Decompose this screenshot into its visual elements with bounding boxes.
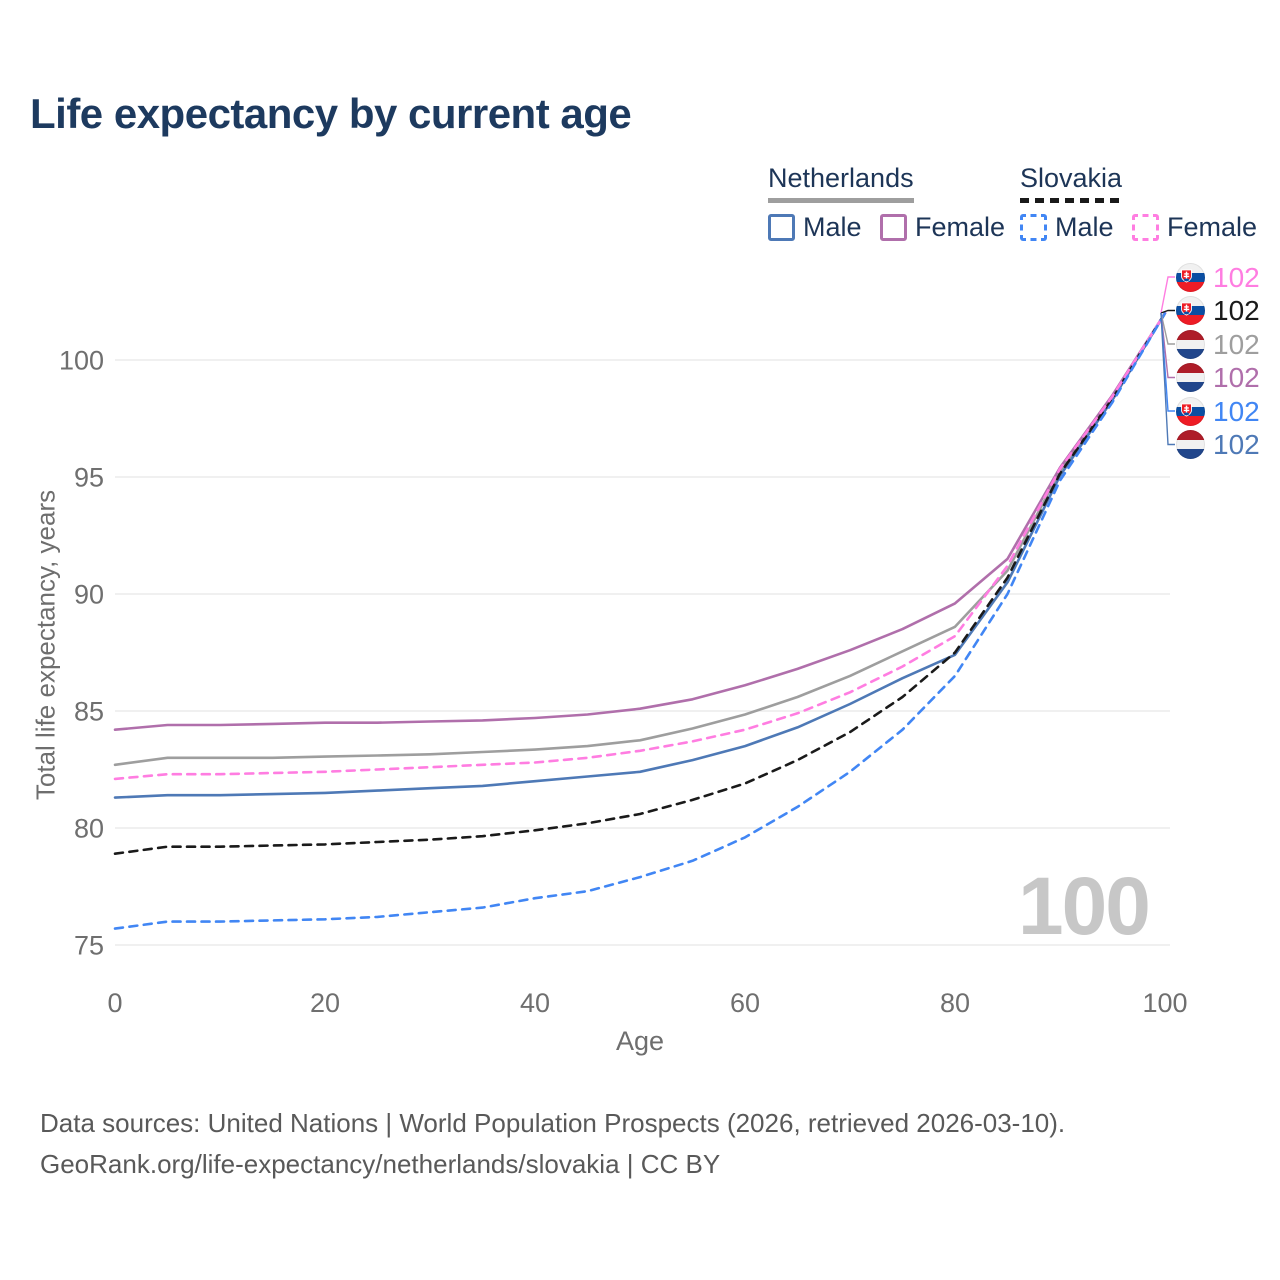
end-label-nl_both: 102 bbox=[1176, 328, 1260, 360]
netherlands-flag-icon bbox=[1176, 363, 1205, 392]
legend-item-label: Female bbox=[1166, 212, 1258, 242]
series-line-nl_male bbox=[113, 311, 1167, 799]
series-line-sk_female bbox=[113, 311, 1167, 781]
leader-line-sk_both bbox=[1160, 309, 1175, 314]
series-line-nl_female bbox=[113, 311, 1167, 732]
x-axis-title: Age bbox=[615, 1026, 665, 1056]
y-tick-label: 95 bbox=[74, 463, 104, 493]
y-tick-label: 85 bbox=[74, 697, 104, 727]
legend-group-label-netherlands: Netherlands bbox=[768, 163, 914, 193]
end-value-sk_male: 102 bbox=[1213, 395, 1260, 427]
end-value-nl_male: 102 bbox=[1213, 429, 1260, 460]
legend-items-netherlands: Male Female bbox=[768, 212, 1019, 246]
netherlands-female-swatch-icon bbox=[879, 214, 907, 241]
end-value-sk_both: 102 bbox=[1213, 295, 1260, 326]
slovakia-flag-icon bbox=[1176, 296, 1205, 325]
x-tick-label: 80 bbox=[940, 988, 970, 1018]
y-axis-title: Total life expectancy, years bbox=[30, 489, 61, 801]
leader-line-sk_female bbox=[1160, 276, 1175, 314]
legend-item-label: Male bbox=[1055, 212, 1114, 242]
leader-line-nl_male bbox=[1160, 312, 1175, 446]
slovakia-flag-icon bbox=[1176, 396, 1205, 426]
series-line-nl_both bbox=[113, 311, 1167, 767]
netherlands-line-sample bbox=[768, 198, 914, 203]
x-tick-label: 0 bbox=[107, 988, 122, 1018]
series-line-sk_both bbox=[113, 311, 1167, 856]
slovakia-female-swatch-icon bbox=[1131, 214, 1159, 241]
y-tick-label: 75 bbox=[74, 931, 104, 961]
end-value-nl_both: 102 bbox=[1213, 328, 1260, 360]
slovakia-coat-of-arms-icon bbox=[1181, 403, 1192, 417]
legend-item-label: Female bbox=[914, 212, 1006, 242]
age-watermark: 100 bbox=[1018, 861, 1151, 952]
end-label-sk_both: 102 bbox=[1176, 296, 1260, 325]
slovakia-male-swatch-icon bbox=[1020, 214, 1047, 241]
slovakia-coat-of-arms-icon bbox=[1181, 269, 1192, 283]
legend-item-label: Male bbox=[803, 212, 862, 242]
legend-group-netherlands: Netherlands Male Female bbox=[768, 163, 1019, 246]
x-tick-label: 40 bbox=[520, 988, 550, 1018]
end-value-nl_female: 102 bbox=[1213, 362, 1260, 393]
legend-group-head[interactable]: Netherlands bbox=[768, 163, 914, 203]
legend-item-slovakia-female[interactable]: Female bbox=[1131, 212, 1258, 243]
end-value-sk_female: 102 bbox=[1213, 261, 1260, 293]
x-tick-label: 20 bbox=[310, 988, 340, 1018]
leader-line-nl_both bbox=[1160, 312, 1175, 345]
footer-attribution: GeoRank.org/life-expectancy/netherlands/… bbox=[40, 1149, 721, 1179]
legend-items-slovakia: Male Female bbox=[1020, 212, 1271, 246]
page-title: Life expectancy by current age bbox=[30, 90, 632, 137]
leader-line-nl_female bbox=[1160, 312, 1175, 379]
legend-item-slovakia-male[interactable]: Male bbox=[1020, 212, 1114, 243]
legend-group-label-slovakia: Slovakia bbox=[1020, 163, 1123, 193]
y-tick-label: 90 bbox=[74, 580, 104, 610]
slovakia-coat-of-arms-icon bbox=[1181, 302, 1192, 316]
netherlands-flag-icon bbox=[1176, 329, 1205, 359]
footer-data-sources: Data sources: United Nations | World Pop… bbox=[40, 1108, 1066, 1138]
slovakia-flag-icon bbox=[1176, 262, 1205, 292]
netherlands-flag-icon bbox=[1176, 430, 1205, 459]
end-label-sk_male: 102 bbox=[1176, 395, 1260, 427]
legend-group-head[interactable]: Slovakia bbox=[1020, 163, 1123, 203]
series-line-sk_male bbox=[113, 311, 1167, 930]
legend-group-slovakia: Slovakia Male Female bbox=[1020, 163, 1271, 246]
end-label-nl_female: 102 bbox=[1176, 363, 1260, 392]
y-tick-label: 80 bbox=[74, 814, 104, 844]
x-tick-label: 100 bbox=[1142, 988, 1187, 1018]
legend-item-netherlands-female[interactable]: Female bbox=[879, 212, 1006, 243]
legend-item-netherlands-male[interactable]: Male bbox=[768, 212, 862, 243]
end-label-nl_male: 102 bbox=[1176, 430, 1260, 459]
netherlands-male-swatch-icon bbox=[768, 214, 795, 241]
end-label-sk_female: 102 bbox=[1176, 261, 1260, 293]
x-tick-label: 60 bbox=[730, 988, 760, 1018]
slovakia-line-sample bbox=[1020, 198, 1123, 203]
y-tick-label: 100 bbox=[59, 346, 104, 376]
